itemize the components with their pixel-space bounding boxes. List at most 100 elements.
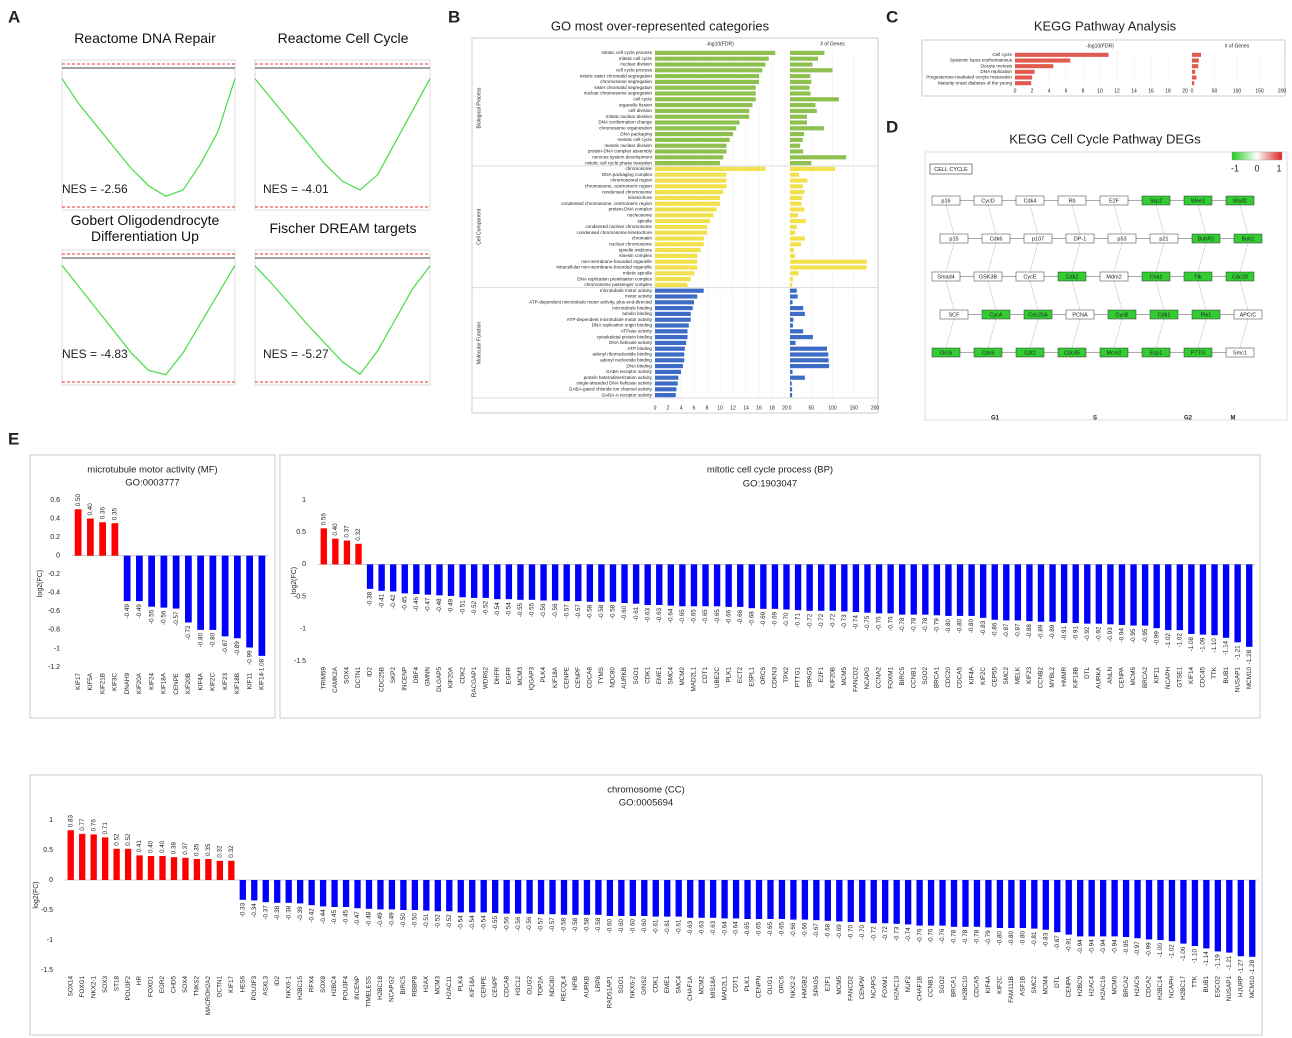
value-label: -0.58: [584, 917, 591, 932]
category-label: Oocyte meiosis: [981, 63, 1013, 68]
category-label: non-membrane-bounded organelle: [581, 259, 652, 264]
category-label: NDC80: [610, 667, 617, 688]
bar: [939, 880, 945, 926]
bar: [841, 564, 847, 611]
gene-bar: [1192, 64, 1198, 68]
bar: [1015, 75, 1032, 79]
value-label: -0.52: [434, 914, 441, 929]
y-axis-label: log2(FC): [291, 567, 298, 594]
bar: [951, 880, 957, 927]
plot-frame: [62, 250, 235, 385]
value-label: -0.67: [813, 923, 820, 938]
bar: [1049, 564, 1055, 621]
category-label: CENPF: [492, 976, 499, 997]
gene-node-label: Esp1: [1150, 350, 1163, 356]
category-label: KIF20B: [829, 667, 836, 688]
category-label: nuclear chromosome segregation: [584, 91, 653, 96]
bar: [655, 126, 736, 130]
category-label: FOXG1: [79, 976, 86, 998]
gene-bar: [790, 103, 816, 107]
pathway-edge: [946, 243, 954, 272]
value-label: -0.94: [1119, 627, 1126, 642]
x-tick-label: 20: [782, 405, 788, 411]
bar: [876, 564, 882, 613]
category-label: E2F1: [825, 976, 832, 992]
bar: [928, 880, 934, 926]
category-label: HR: [136, 976, 143, 986]
bar: [584, 880, 590, 915]
bar: [783, 564, 789, 609]
value-label: -0.94: [1088, 939, 1095, 954]
bar: [655, 254, 697, 258]
category-label: MCM6: [1111, 976, 1118, 995]
category-label: OLIG1: [767, 976, 774, 995]
bar: [645, 564, 651, 605]
value-label: -0.70: [783, 612, 790, 627]
category-label: AURKB: [621, 667, 628, 689]
gene-node-label: E2F: [1109, 198, 1120, 204]
bar: [744, 880, 750, 919]
category-label: DNA replication preinitiation complex: [577, 276, 653, 281]
category-label: cell cycle process: [616, 68, 653, 73]
bar: [641, 880, 647, 916]
bar: [1084, 564, 1090, 623]
nes-annotation: NES = -5.27: [263, 347, 329, 361]
category-label: GTSE1: [1176, 667, 1183, 688]
gene-bar: [790, 126, 824, 130]
bar: [756, 880, 762, 919]
panel-label: C: [886, 7, 898, 26]
value-label: -0.64: [733, 921, 740, 936]
category-label: H2BC9: [1077, 976, 1084, 997]
bar: [721, 880, 727, 918]
gene-bar: [790, 120, 807, 124]
category-label: KIF20A: [448, 666, 455, 688]
category-label: SMC4: [675, 976, 682, 994]
value-label: -0.79: [985, 930, 992, 945]
bar: [367, 564, 373, 588]
bar: [633, 564, 639, 603]
pathway-edge: [1072, 205, 1080, 234]
bar: [540, 564, 546, 600]
value-label: -0.78: [910, 617, 917, 632]
category-label: CDC45: [1200, 667, 1207, 688]
category-label: TNKS2: [194, 976, 201, 997]
value-label: -0.48: [366, 911, 373, 926]
x2-tick-label: 150: [1255, 88, 1264, 94]
value-label: -0.79: [934, 618, 941, 633]
gene-node-label: Skp2: [1150, 198, 1163, 204]
bar: [354, 880, 360, 908]
bar: [197, 556, 204, 630]
value-label: -0.87: [222, 639, 229, 654]
category-label: CDC25B: [378, 667, 385, 692]
colorbar-tick-label: 1: [1276, 163, 1281, 173]
category-label: KIF2C: [980, 667, 987, 685]
bar: [882, 880, 888, 923]
category-label: H2AC16: [1100, 976, 1107, 1000]
value-label: -0.80: [957, 618, 964, 633]
value-label: -0.97: [1134, 941, 1141, 956]
gene-node-label: DP-1: [1074, 236, 1087, 242]
x-tick-label: 6: [1065, 88, 1068, 94]
bar: [985, 880, 991, 927]
bar: [517, 564, 523, 599]
bar: [655, 149, 727, 153]
x-tick-label: 6: [693, 405, 696, 411]
bar: [1096, 564, 1102, 623]
gene-bar: [790, 376, 805, 380]
category-label: CCNB2: [1038, 667, 1045, 689]
gene-node-label: Smad4: [937, 274, 954, 280]
category-label: H2BC10: [962, 976, 969, 1000]
value-label: 0.40: [332, 523, 339, 536]
bar: [664, 880, 670, 917]
bar: [656, 564, 662, 605]
value-label: -0.65: [779, 922, 786, 937]
category-label: TTK: [1192, 975, 1199, 988]
value-label: -0.80: [210, 632, 217, 647]
bar: [655, 376, 678, 380]
x2-tick-label: 50: [1212, 88, 1218, 94]
gene-bar: [790, 202, 801, 206]
category-label: KIF4A: [197, 672, 204, 690]
category-label: SOX14: [67, 976, 74, 997]
category-label: HMMR: [1061, 667, 1068, 687]
value-label: -0.45: [331, 910, 338, 925]
